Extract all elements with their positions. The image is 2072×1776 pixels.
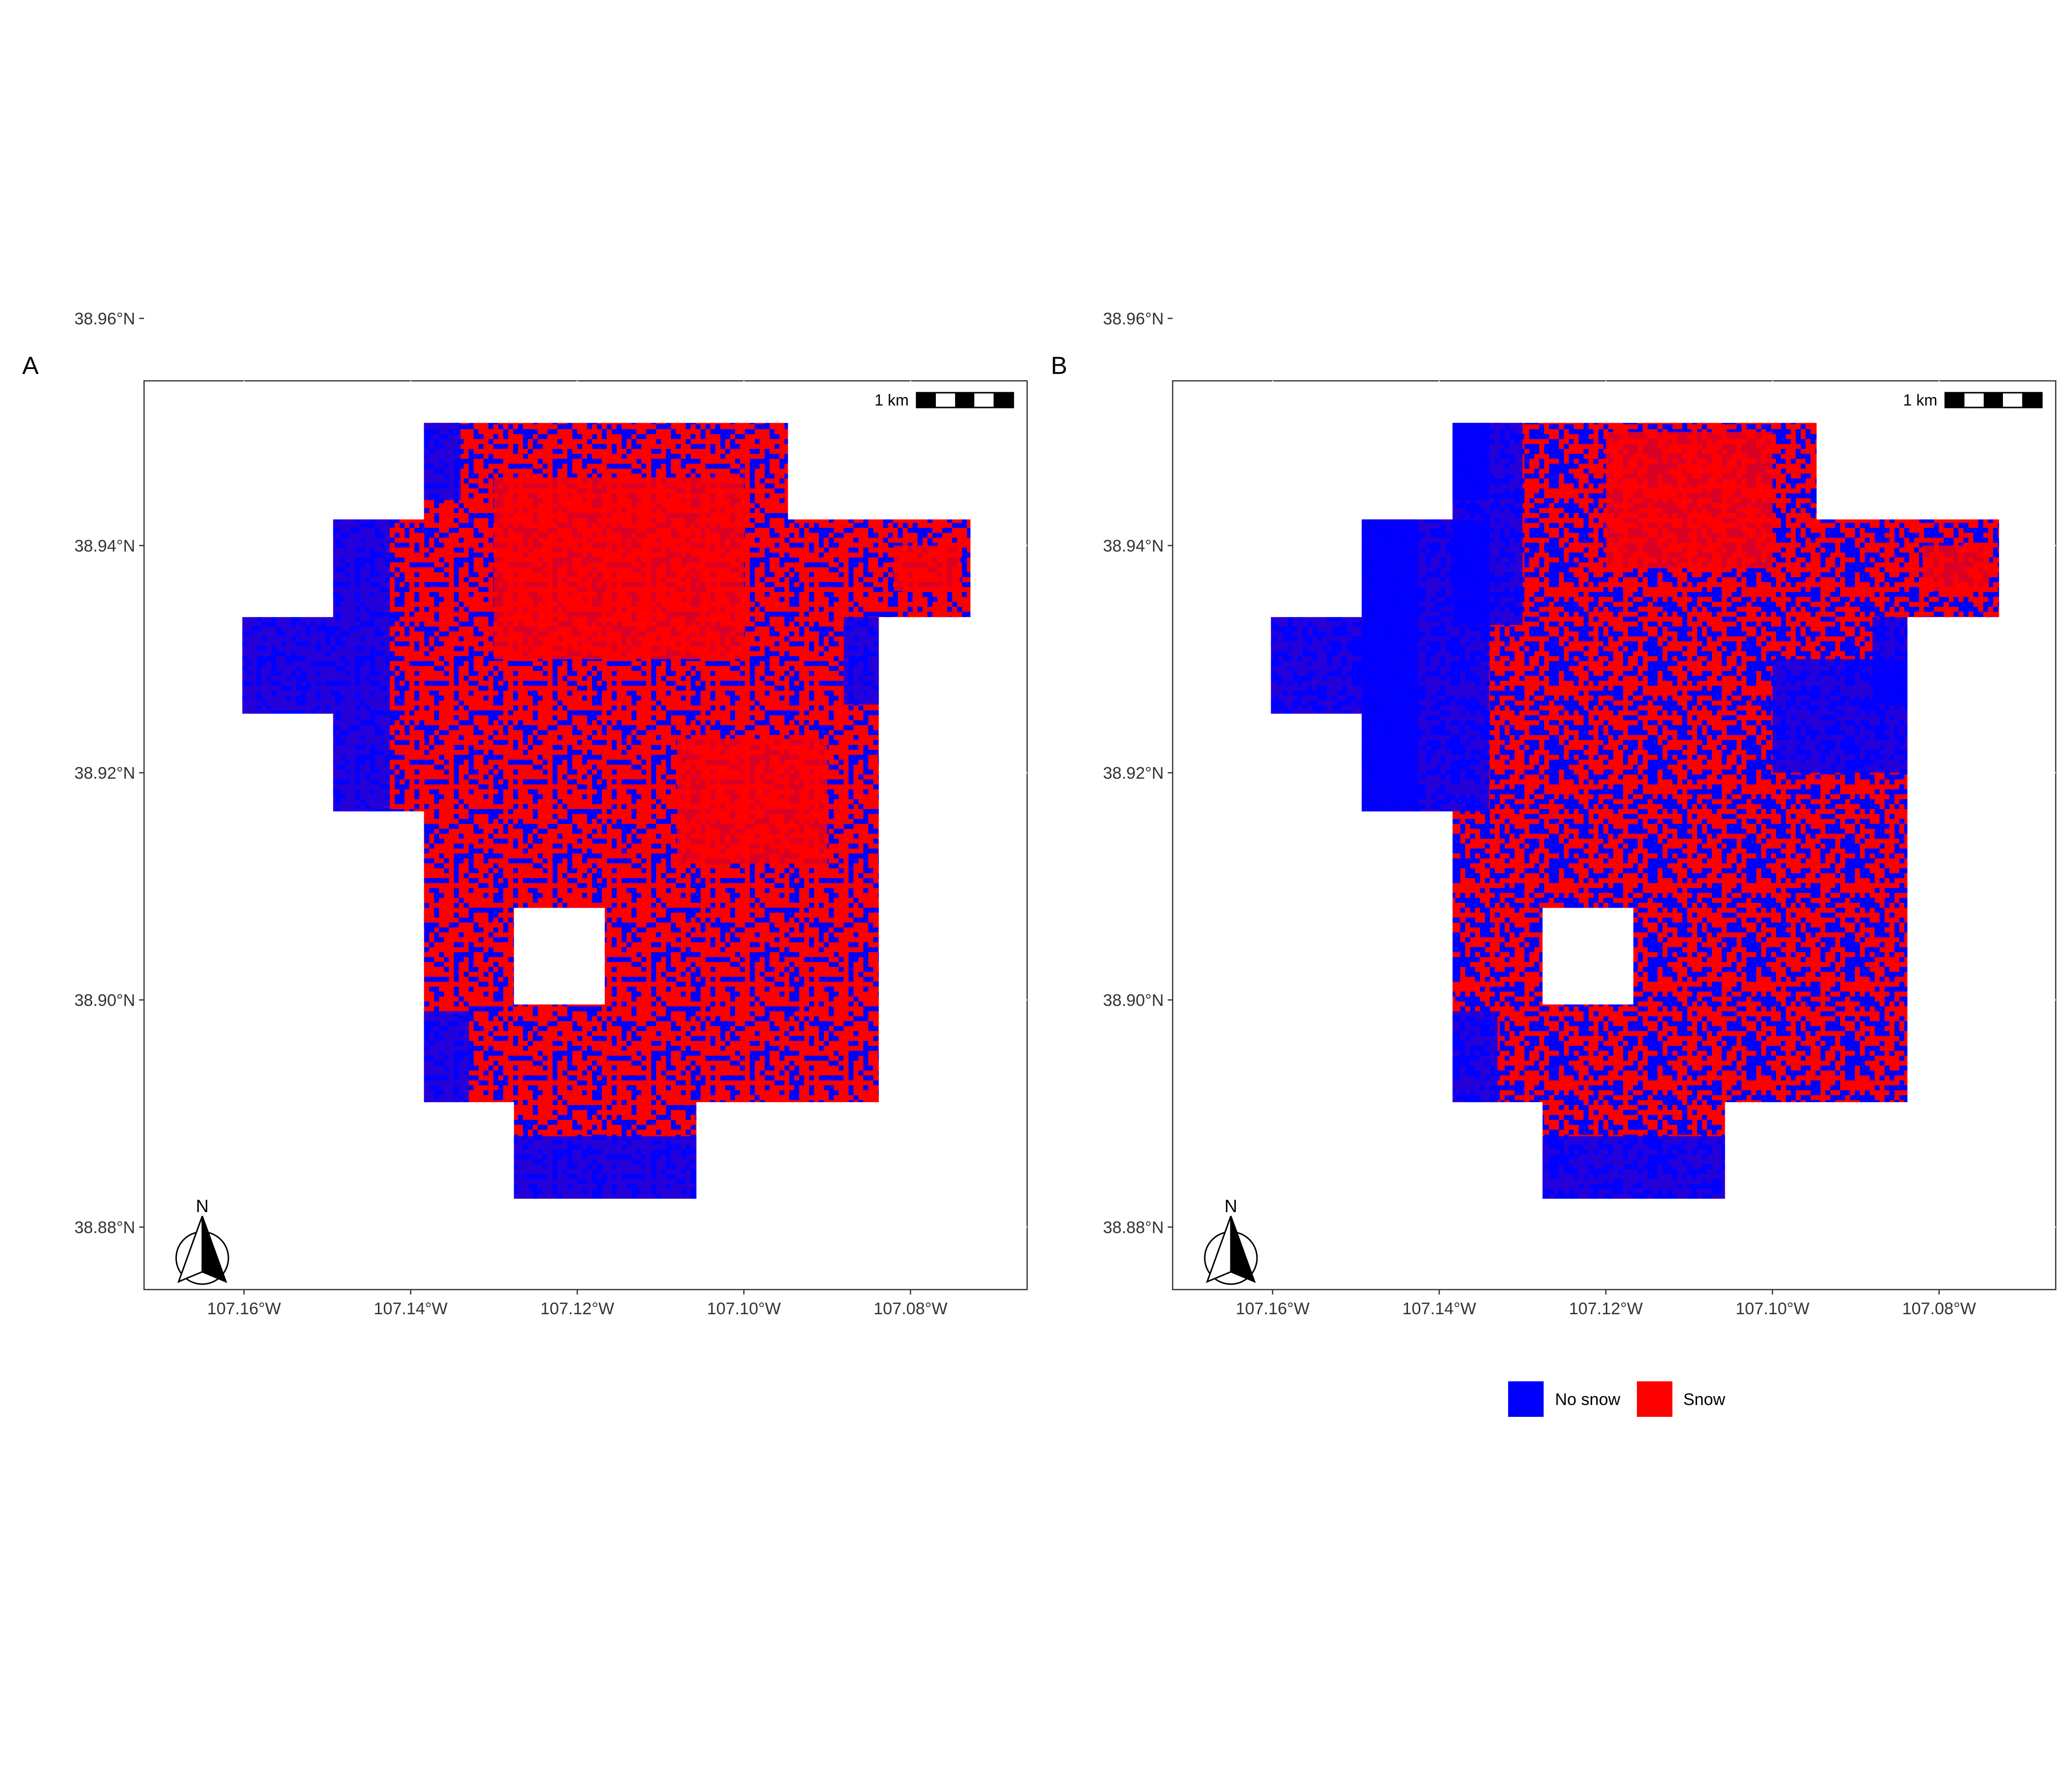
y-tick-label: 38.92°N — [74, 764, 135, 782]
panel-a: A 38.96°N 38.94°N 38.92°N 38.90°N 38.88°N 10… — [22, 309, 1028, 1318]
y-tick-label: 38.88°N — [1103, 1218, 1164, 1237]
north-arrow-label-a: N — [196, 1196, 209, 1216]
y-tick-label: 38.96°N — [74, 309, 135, 328]
panel-frame-a — [143, 380, 1028, 1291]
north-arrow-label-b: N — [1224, 1196, 1237, 1216]
legend-label-snow: Snow — [1683, 1390, 1725, 1409]
x-tick-label: 107.12°W — [1569, 1299, 1643, 1318]
compass-icon — [177, 1216, 203, 1283]
x-axis-a: 107.16°W 107.14°W 107.12°W 107.10°W 107.08°W — [207, 381, 948, 1318]
y-tick-label: 38.94°N — [74, 537, 135, 555]
x-tick-label: 107.10°W — [1736, 1299, 1810, 1318]
excluded-area-a — [514, 908, 605, 1005]
x-tick-label: 107.14°W — [1403, 1299, 1477, 1318]
legend-label-no-snow: No snow — [1555, 1390, 1621, 1409]
snow-raster-map-a — [242, 423, 971, 1199]
panel-frame-b — [1172, 380, 2057, 1291]
x-tick-label: 107.12°W — [540, 1299, 614, 1318]
compass-icon — [1206, 1216, 1232, 1283]
y-tick-label: 38.96°N — [1103, 309, 1164, 328]
x-tick-label: 107.14°W — [374, 1299, 448, 1318]
scale-bar-label-b: 1 km — [1903, 391, 1937, 409]
y-tick-label: 38.88°N — [74, 1218, 135, 1237]
y-tick-label: 38.90°N — [1103, 991, 1164, 1010]
y-tick-label: 38.90°N — [74, 991, 135, 1010]
excluded-area-b — [1542, 908, 1633, 1005]
scale-bar-b: 1 km — [1903, 391, 2043, 409]
x-tick-label: 107.10°W — [707, 1299, 781, 1318]
x-tick-label: 107.16°W — [207, 1299, 281, 1318]
x-tick-label: 107.16°W — [1236, 1299, 1310, 1318]
scale-bar-label-a: 1 km — [875, 391, 909, 409]
legend-swatch-snow — [1637, 1381, 1672, 1417]
north-arrow-a: N — [175, 1196, 229, 1285]
panel-letter-b: B — [1051, 352, 1067, 379]
legend-swatch-no-snow — [1508, 1381, 1544, 1417]
y-axis-b: 38.96°N 38.94°N 38.92°N 38.90°N 38.88°N — [1103, 309, 2056, 1237]
x-tick-label: 107.08°W — [874, 1299, 948, 1318]
north-arrow-b: N — [1204, 1196, 1258, 1285]
x-tick-label: 107.08°W — [1902, 1299, 1976, 1318]
panel-letter-a: A — [22, 352, 39, 379]
y-axis-a: 38.96°N 38.94°N 38.92°N 38.90°N 38.88°N — [74, 309, 1027, 1237]
scale-bar-a: 1 km — [875, 391, 1014, 409]
y-tick-label: 38.94°N — [1103, 537, 1164, 555]
legend: No snow Snow — [1508, 1381, 1725, 1417]
snow-raster-map-b — [1271, 423, 1999, 1199]
panel-b: B 38.96°N 38.94°N 38.92°N 38.90°N 38.88°N 10… — [1051, 309, 2057, 1318]
y-tick-label: 38.92°N — [1103, 764, 1164, 782]
study-area-a — [242, 423, 971, 1199]
x-axis-b: 107.16°W 107.14°W 107.12°W 107.10°W 107.08°W — [1236, 381, 1976, 1318]
